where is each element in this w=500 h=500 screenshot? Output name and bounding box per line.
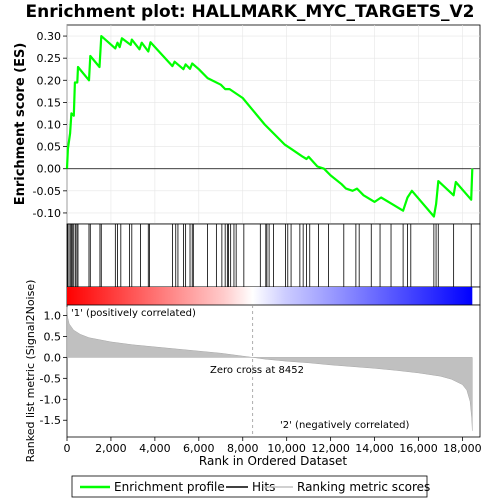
x-tick-label: 8,000 xyxy=(227,442,259,455)
rank-colour-bar xyxy=(67,287,473,305)
rank-colour-bar-panel xyxy=(66,286,481,306)
ranking-metric-series xyxy=(66,307,473,431)
ranking-metric-area xyxy=(66,307,473,431)
legend-frame xyxy=(71,475,428,498)
ranked-metric-y-tick-label: -0.5 xyxy=(40,372,61,385)
legend: Enrichment profile Hits Ranking metric s… xyxy=(71,475,430,498)
x-axis-ticks: 0 2,000 4,000 6,000 8,000 10,000 12,000 14,000 1… xyxy=(64,437,482,455)
enrichment-y-tick-label: 0.00 xyxy=(37,163,62,176)
x-tick-label: 4,000 xyxy=(139,442,171,455)
ranked-metric-y-tick-label: 0.5 xyxy=(44,330,62,343)
x-tick-label: 10,000 xyxy=(267,442,306,455)
x-tick-label: 0 xyxy=(64,442,71,455)
enrichment-y-tick-label: 0.20 xyxy=(37,74,62,87)
zero-cross-label: Zero cross at 8452 xyxy=(210,365,304,376)
ranked-metric-y-ticks: -1.5 -1.0 -0.5 0.0 0.5 1.0 xyxy=(40,309,67,427)
enrichment-profile-series xyxy=(65,34,474,218)
enrichment-y-tick-label: 0.25 xyxy=(37,52,62,65)
x-tick-label: 14,000 xyxy=(355,442,394,455)
enrichment-y-tick-label: 0.30 xyxy=(37,30,62,43)
ranked-metric-y-tick-label: 1.0 xyxy=(44,309,62,322)
enrichment-y-tick-label: 0.15 xyxy=(37,96,62,109)
hits-rug xyxy=(67,224,472,287)
ranked-metric-y-axis-label: Ranked list metric (Signal2Noise) xyxy=(24,280,37,463)
ranked-metric-y-tick-label: -1.0 xyxy=(40,393,61,406)
legend-enrichment-label: Enrichment profile xyxy=(114,480,225,494)
enrichment-panel: -0.10 -0.05 0.00 0.05 0.10 0.15 0.20 0.25 0.30 E… xyxy=(13,24,481,225)
ranked-metric-panel: -1.5 -1.0 -0.5 0.0 0.5 1.0 0 2,000 4,000 6,000 8,… xyxy=(24,280,482,468)
hits-panel xyxy=(66,223,481,288)
enrichment-y-axis-label: Enrichment score (ES) xyxy=(13,43,28,206)
ranked-metric-y-tick-label: -1.5 xyxy=(40,414,61,427)
x-tick-label: 2,000 xyxy=(95,442,127,455)
x-tick-label: 18,000 xyxy=(443,442,482,455)
enrichment-y-tick-label: -0.10 xyxy=(33,207,61,220)
negative-correlation-label: '2' (negatively correlated) xyxy=(280,420,409,431)
x-axis-label: Rank in Ordered Dataset xyxy=(199,454,347,468)
x-tick-label: 6,000 xyxy=(183,442,215,455)
chart-title: Enrichment plot: HALLMARK_MYC_TARGETS_V2 xyxy=(26,2,475,22)
legend-ranking-label: Ranking metric scores xyxy=(297,480,430,494)
enrichment-y-tick-label: 0.10 xyxy=(37,119,62,132)
positive-correlation-label: '1' (positively correlated) xyxy=(71,308,196,319)
enrichment-y-tick-label: 0.05 xyxy=(37,141,62,154)
enrichment-y-ticks: -0.10 -0.05 0.00 0.05 0.10 0.15 0.20 0.25 0.30 xyxy=(33,30,67,220)
x-tick-label: 12,000 xyxy=(311,442,350,455)
x-tick-label: 16,000 xyxy=(399,442,438,455)
enrichment-y-tick-label: -0.05 xyxy=(33,185,61,198)
ranked-metric-y-tick-label: 0.0 xyxy=(44,351,62,364)
enrichment-profile-line xyxy=(65,34,474,218)
